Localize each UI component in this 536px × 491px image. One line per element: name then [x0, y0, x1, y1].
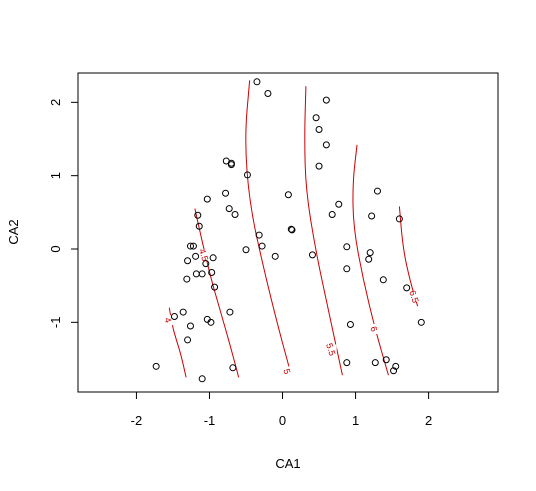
data-point — [368, 212, 376, 220]
data-point — [192, 270, 200, 278]
data-point — [186, 242, 194, 250]
contour-label-0: 4 — [162, 316, 173, 324]
x-tick-label: -1 — [204, 413, 216, 428]
contour-line-2 — [245, 80, 292, 376]
data-point — [194, 211, 202, 219]
contour-label-bg — [280, 366, 293, 377]
contour-label-4: 6 — [368, 325, 379, 333]
data-point — [322, 96, 330, 104]
y-tick-label: 1 — [48, 172, 63, 179]
contour-label-bg — [324, 344, 337, 355]
data-point — [403, 284, 411, 292]
data-point — [373, 187, 381, 195]
x-tick-label: 2 — [425, 413, 432, 428]
contour-line-5 — [398, 206, 419, 307]
data-point — [287, 225, 295, 233]
data-point — [203, 195, 211, 203]
data-point — [198, 270, 206, 278]
contour-line-3 — [304, 86, 343, 376]
data-point — [229, 364, 237, 372]
data-point — [209, 254, 217, 262]
data-point — [189, 242, 197, 250]
data-point — [315, 125, 323, 133]
data-point — [208, 268, 216, 276]
data-point — [198, 375, 206, 383]
data-point — [152, 362, 160, 370]
data-point — [288, 226, 296, 234]
data-point — [271, 252, 279, 260]
data-point — [284, 191, 292, 199]
data-point — [211, 283, 219, 291]
y-tick-label: -1 — [48, 317, 63, 329]
data-point — [390, 367, 398, 375]
data-point — [184, 257, 192, 265]
data-point — [346, 321, 354, 329]
data-point — [226, 308, 234, 316]
data-point — [343, 265, 351, 273]
data-point — [184, 336, 192, 344]
data-point — [222, 189, 230, 197]
contour-label-5: 6.5 — [407, 289, 420, 304]
contour-label-bg — [161, 315, 174, 326]
data-point — [395, 215, 403, 223]
data-point — [186, 322, 194, 330]
x-tick-label: 1 — [352, 413, 359, 428]
y-tick-label: 2 — [48, 99, 63, 106]
data-point — [183, 275, 191, 283]
data-point — [179, 308, 187, 316]
data-point — [255, 231, 263, 239]
x-tick-label: -2 — [131, 413, 143, 428]
data-point — [322, 141, 330, 149]
contour-line-1 — [194, 208, 240, 378]
data-point — [195, 222, 203, 230]
contour-line-4 — [352, 144, 389, 376]
data-point — [343, 359, 351, 367]
data-point — [392, 362, 400, 370]
contour-lines: 4 4.5 5 5.5 6 6.5 — [161, 80, 421, 378]
x-axis-label: CA1 — [275, 456, 300, 471]
data-point — [417, 318, 425, 326]
data-point — [315, 162, 323, 170]
y-tick-label: 0 — [48, 245, 63, 252]
data-point — [365, 255, 373, 263]
data-point — [258, 242, 266, 250]
data-point — [170, 312, 178, 320]
data-points — [152, 78, 425, 383]
data-point — [225, 205, 233, 213]
data-point — [335, 200, 343, 208]
data-point — [382, 356, 390, 364]
contour-label-2: 5 — [281, 368, 292, 376]
data-point — [308, 251, 316, 259]
data-point — [379, 276, 387, 284]
contour-label-1: 4.5 — [197, 247, 210, 262]
data-point — [366, 249, 374, 257]
data-point — [328, 211, 336, 219]
data-point — [264, 90, 272, 98]
x-axis: -2 -1 0 1 2 — [131, 391, 432, 428]
y-axis-label: CA2 — [6, 219, 21, 244]
contour-label-bg — [408, 291, 420, 302]
data-point — [242, 246, 250, 254]
data-point — [231, 211, 239, 219]
y-axis: -1 0 1 2 — [48, 99, 79, 329]
contour-label-bg — [197, 249, 210, 260]
data-point — [371, 359, 379, 367]
data-point — [343, 243, 351, 251]
plot-frame — [77, 72, 499, 393]
contour-label-bg — [367, 323, 380, 334]
contour-label-3: 5.5 — [324, 342, 337, 357]
data-point — [202, 260, 210, 268]
data-point — [253, 78, 261, 86]
data-point — [227, 159, 235, 167]
data-point — [207, 318, 215, 326]
data-point — [312, 114, 320, 122]
x-tick-label: 0 — [279, 413, 286, 428]
data-point — [192, 252, 200, 260]
data-point — [243, 171, 251, 179]
